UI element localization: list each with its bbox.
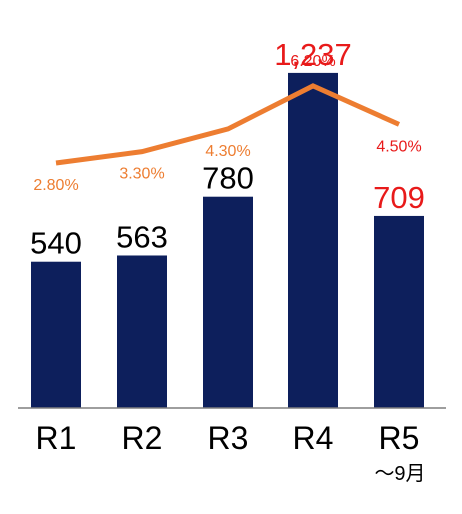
rate-label: 4.50%	[376, 138, 421, 155]
bar-value-label: 563	[116, 219, 168, 254]
bar-r5	[374, 215, 424, 408]
rate-label: 6.20%	[290, 53, 335, 70]
category-label-r4: R4	[293, 420, 334, 456]
bar-value-label: 540	[30, 226, 82, 261]
rate-line	[55, 83, 401, 166]
rate-label: 2.80%	[33, 177, 78, 194]
category-label-r5: R5	[379, 420, 420, 456]
bar-value-label: 780	[202, 161, 254, 196]
labels-layer: 540 563 780 1,237 709 2.80% 3.30% 4.30% 6.20% 4.5…	[30, 37, 425, 261]
ticks-layer: R1 R2 R3 R4 R5	[36, 420, 420, 456]
rate-label: 4.30%	[205, 143, 250, 160]
bar-r1	[31, 261, 81, 408]
bar-r3	[203, 196, 253, 408]
bar-value-label: 1,237	[274, 37, 352, 72]
rate-label: 3.30%	[119, 166, 164, 183]
bar-value-label: 709	[373, 180, 425, 215]
bar-r4	[288, 72, 338, 409]
bars-layer	[31, 72, 424, 409]
category-note: ～9月	[374, 463, 425, 485]
line-layer	[55, 83, 401, 166]
category-label-r2: R2	[122, 420, 163, 456]
category-label-r3: R3	[208, 420, 249, 456]
bar-r2	[117, 255, 167, 408]
category-label-r1: R1	[36, 420, 77, 456]
